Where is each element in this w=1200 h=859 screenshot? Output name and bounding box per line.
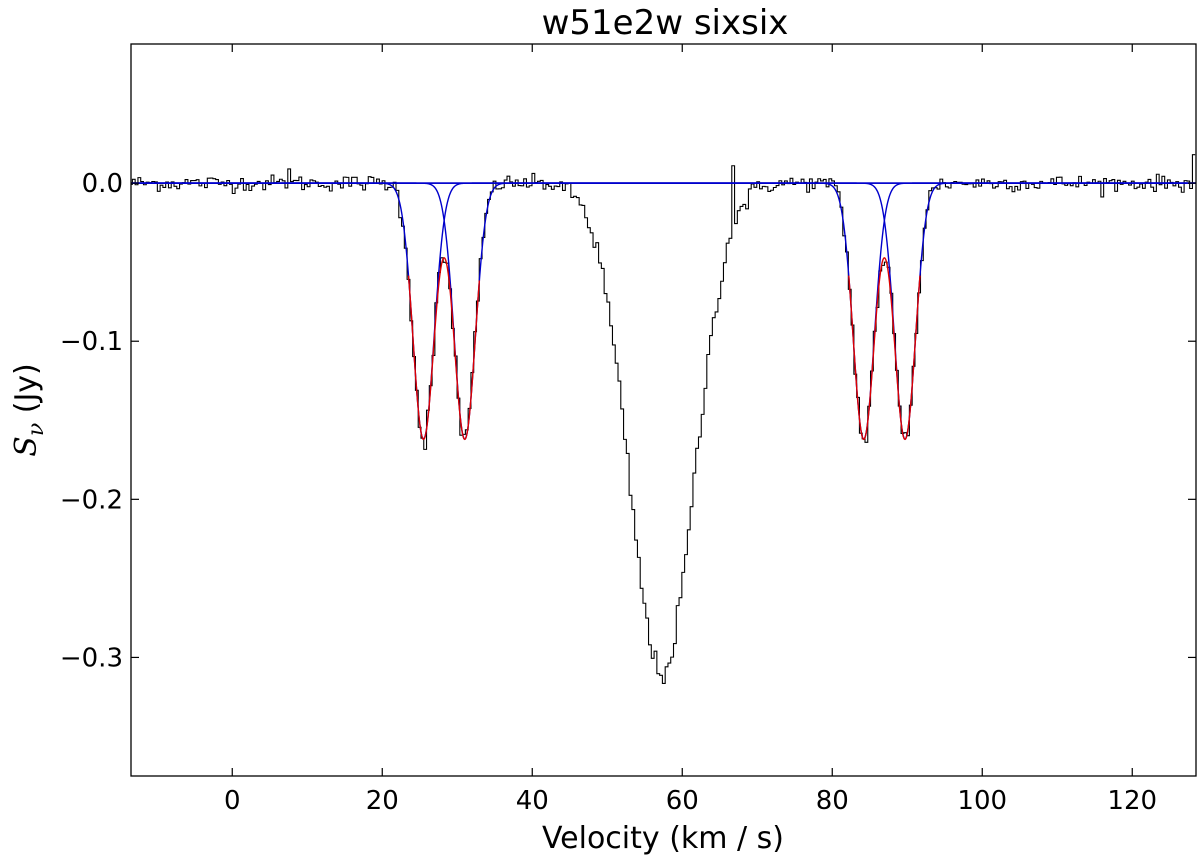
y-axis-title: Sν (Jy) [9,363,49,456]
y-axis-subscript: ν [24,423,49,436]
y-axis-unit: (Jy) [9,363,44,423]
spectrum-steps [131,154,1196,685]
y-tick-label: −0.2 [60,485,123,515]
x-tick-label: 80 [816,786,849,816]
x-axis-ticks: 0 20 40 60 80 100 120 [224,44,1157,816]
x-tick-label: 100 [957,786,1007,816]
y-tick-label: 0.0 [82,169,123,199]
axes-border [130,43,1197,777]
total-fit-segment-2 [848,257,921,441]
total-fit-segment-1 [407,257,481,441]
gaussian-component-4 [131,182,1196,441]
y-tick-label: −0.3 [60,643,123,673]
plot-series [131,154,1196,685]
x-tick-label: 120 [1107,786,1157,816]
x-tick-label: 40 [516,786,549,816]
x-axis-title: Velocity (km / s) [542,821,784,856]
axes-frame [130,43,1197,777]
plot-area [131,154,1196,685]
y-tick-label: −0.1 [60,327,123,357]
y-axis-symbol: S [9,436,44,457]
x-tick-label: 60 [666,786,699,816]
y-axis-ticks: 0.0 −0.1 −0.2 −0.3 [60,169,1196,673]
chart-title: w51e2w sixsix [542,3,789,43]
x-tick-label: 0 [224,786,241,816]
x-tick-label: 20 [366,786,399,816]
